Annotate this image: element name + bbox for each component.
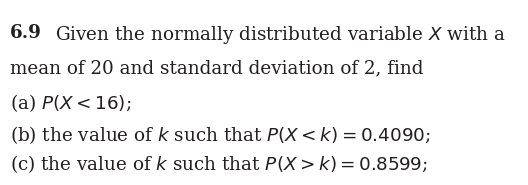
Text: Given the normally distributed variable $X$ with a: Given the normally distributed variable …	[55, 24, 506, 46]
Text: 6.9: 6.9	[10, 24, 41, 42]
Text: (b) the value of $k$ such that $P(X < k) = 0.4090$;: (b) the value of $k$ such that $P(X < k)…	[10, 124, 430, 146]
Text: mean of 20 and standard deviation of 2, find: mean of 20 and standard deviation of 2, …	[10, 59, 423, 77]
Text: (a) $P(X < 16)$;: (a) $P(X < 16)$;	[10, 92, 131, 114]
Text: (d) $P(17 < X < 22)$.: (d) $P(17 < X < 22)$.	[10, 183, 177, 185]
Text: (c) the value of $k$ such that $P(X > k) = 0.8599$;: (c) the value of $k$ such that $P(X > k)…	[10, 154, 427, 175]
